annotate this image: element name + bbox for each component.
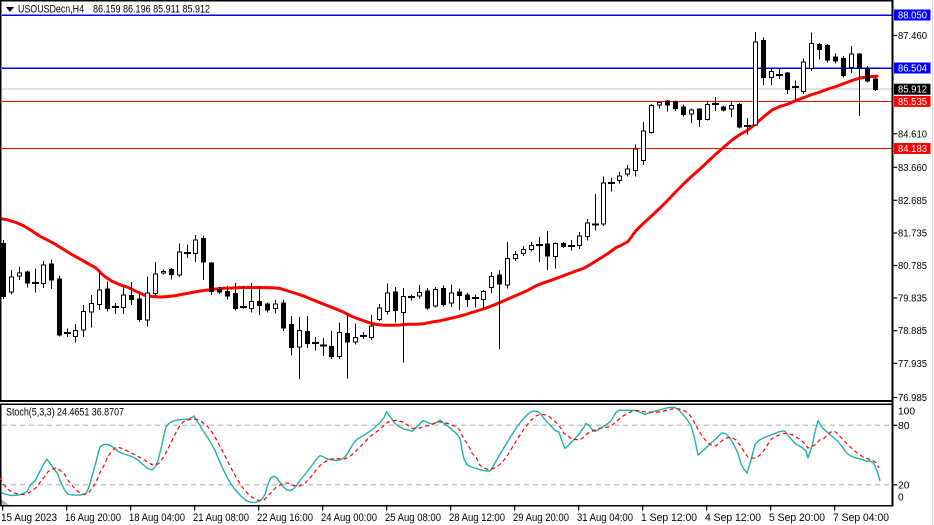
svg-text:84.610: 84.610 <box>898 129 927 140</box>
svg-text:25 Aug 08:00: 25 Aug 08:00 <box>385 512 441 524</box>
svg-text:82.685: 82.685 <box>898 196 927 207</box>
svg-text:31 Aug 04:00: 31 Aug 04:00 <box>577 512 633 524</box>
svg-text:84.183: 84.183 <box>898 144 927 155</box>
svg-text:20: 20 <box>898 480 910 491</box>
svg-text:83.660: 83.660 <box>898 163 927 174</box>
svg-text:87.460: 87.460 <box>898 31 927 42</box>
svg-text:29 Aug 20:00: 29 Aug 20:00 <box>513 512 569 524</box>
svg-text:77.935: 77.935 <box>898 359 927 370</box>
svg-text:Stoch(5,3,3) 24.4651 36.8707: Stoch(5,3,3) 24.4651 36.8707 <box>6 407 124 419</box>
svg-text:78.885: 78.885 <box>898 326 927 337</box>
svg-text:80: 80 <box>898 421 910 432</box>
svg-text:86.159 86.196 85.911 85.912: 86.159 86.196 85.911 85.912 <box>93 4 210 16</box>
svg-text:4 Sep 12:00: 4 Sep 12:00 <box>705 512 761 524</box>
svg-text:24 Aug 00:00: 24 Aug 00:00 <box>321 512 377 524</box>
svg-text:5 Sep 20:00: 5 Sep 20:00 <box>769 512 825 524</box>
svg-text:80.785: 80.785 <box>898 261 927 272</box>
svg-text:22 Aug 16:00: 22 Aug 16:00 <box>257 512 313 524</box>
svg-text:79.835: 79.835 <box>898 294 927 305</box>
svg-text:15 Aug 2023: 15 Aug 2023 <box>1 512 57 524</box>
svg-text:0: 0 <box>898 493 904 504</box>
svg-text:85.535: 85.535 <box>898 97 927 108</box>
svg-text:18 Aug 04:00: 18 Aug 04:00 <box>129 512 185 524</box>
svg-text:100: 100 <box>898 407 915 418</box>
svg-text:7 Sep 04:00: 7 Sep 04:00 <box>833 512 889 524</box>
svg-text:28 Aug 12:00: 28 Aug 12:00 <box>449 512 505 524</box>
svg-text:USOUSDecn,H4: USOUSDecn,H4 <box>18 4 84 16</box>
svg-text:85.912: 85.912 <box>898 85 927 96</box>
svg-text:21 Aug 08:00: 21 Aug 08:00 <box>193 512 249 524</box>
svg-text:86.504: 86.504 <box>898 64 927 75</box>
svg-text:1 Sep 12:00: 1 Sep 12:00 <box>641 512 697 524</box>
svg-text:81.735: 81.735 <box>898 229 927 240</box>
svg-text:76.985: 76.985 <box>898 393 927 404</box>
svg-text:88.050: 88.050 <box>898 11 927 22</box>
svg-text:16 Aug 20:00: 16 Aug 20:00 <box>65 512 121 524</box>
